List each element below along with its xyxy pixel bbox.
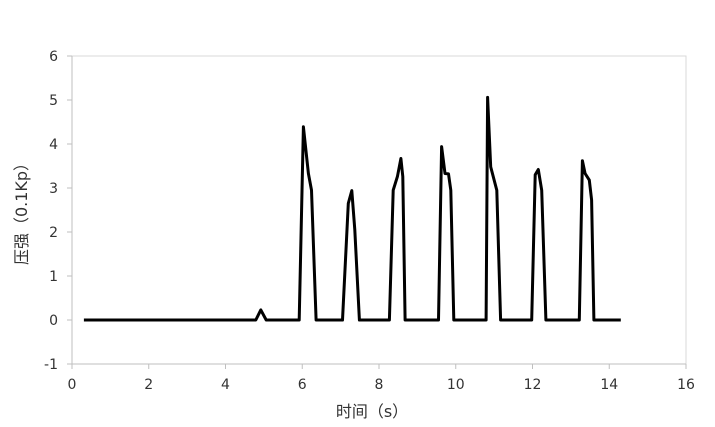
x-axis-label: 时间（s） [336,402,408,421]
x-tick-label: 10 [447,377,465,393]
x-tick-label: 4 [221,377,230,393]
y-tick-label: 5 [49,93,58,109]
y-tick-label: 6 [49,49,58,65]
y-tick-label: -1 [44,357,58,373]
x-tick-label: 8 [375,377,384,393]
y-tick-label: 1 [49,269,58,285]
x-tick-label: 16 [677,377,695,393]
x-tick-label: 6 [298,377,307,393]
plot-area [71,55,687,365]
series-line [83,95,621,322]
x-tick-label: 2 [144,377,153,393]
x-tick-label: 12 [524,377,542,393]
y-axis-label: 压强（0.1Kp） [12,155,31,265]
x-tick-label: 14 [600,377,618,393]
y-tick-label: 3 [49,181,58,197]
y-tick-label: 2 [49,225,58,241]
y-tick-label: 4 [49,137,58,153]
x-tick-label: 0 [68,377,77,393]
y-tick-label: 0 [49,313,58,329]
